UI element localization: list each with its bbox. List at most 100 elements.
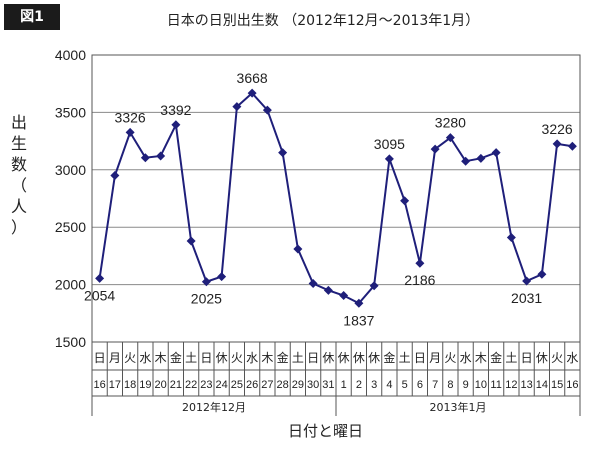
x-tick-weekday: 土 [185,351,197,365]
data-point [201,277,211,287]
x-tick-date: 5 [402,379,408,391]
data-point [369,281,379,291]
x-tick-weekday: 水 [139,351,151,365]
x-tick-date: 22 [185,379,197,391]
x-tick-weekday: 金 [170,350,182,365]
data-point [278,148,288,158]
x-tick-weekday: 土 [505,351,517,365]
x-tick-date: 20 [155,379,167,391]
data-point [384,154,394,164]
x-tick-weekday: 土 [399,351,411,365]
x-tick-date: 15 [551,379,563,391]
x-tick-weekday: 休 [368,351,380,365]
x-tick-date: 21 [170,379,182,391]
x-tick-weekday: 休 [338,351,350,365]
x-tick-date: 18 [124,379,136,391]
data-point [506,233,516,243]
y-axis-label-char: ） [10,218,27,237]
x-tick-weekday: 火 [231,351,243,365]
x-tick-weekday: 日 [307,351,319,365]
x-tick-weekday: 木 [261,351,273,365]
data-point [140,153,150,163]
x-tick-weekday: 月 [429,351,441,365]
data-point [110,171,120,181]
x-tick-date: 2 [356,379,362,391]
y-axis-label-char: 生 [10,134,27,153]
x-tick-weekday: 月 [109,351,121,365]
y-axis-label-char: 出 [10,113,27,132]
x-tick-weekday: 日 [521,351,533,365]
x-tick-date: 29 [292,379,304,391]
x-tick-weekday: 金 [383,350,395,365]
x-tick-date: 11 [490,379,501,391]
data-label: 3226 [542,121,573,137]
y-tick-label: 2000 [55,277,86,293]
data-label: 3392 [160,102,191,118]
y-axis-label-char: 人 [10,197,27,216]
data-point [522,276,532,286]
x-tick-weekday: 火 [551,351,563,365]
data-point [430,144,440,154]
x-tick-weekday: 火 [444,351,456,365]
x-tick-weekday: 休 [322,351,334,365]
data-point [339,291,349,301]
x-tick-date: 7 [432,379,438,391]
data-point [262,105,272,115]
x-tick-date: 31 [322,379,334,391]
data-point [476,153,486,163]
x-tick-weekday: 水 [566,351,578,365]
data-point [156,151,166,161]
x-tick-date: 14 [536,379,548,391]
x-tick-date: 24 [216,379,228,391]
x-tick-date: 16 [94,379,106,391]
y-tick-label: 3500 [55,104,86,120]
data-point [293,244,303,254]
data-label: 2186 [404,272,435,288]
x-tick-weekday: 水 [246,351,258,365]
plot-area [91,54,581,343]
data-point [125,127,135,137]
x-tick-date: 23 [200,379,212,391]
data-point [308,278,318,288]
x-tick-weekday: 日 [94,351,106,365]
x-tick-date: 9 [463,379,469,391]
y-tick-label: 3000 [55,162,86,178]
x-tick-weekday: 日 [200,351,212,365]
data-point [400,196,410,206]
month-group-label: 2012年12月 [182,400,246,414]
month-group-label: 2013年1月 [430,400,487,414]
data-point [537,269,547,279]
data-point [95,273,105,283]
data-point [415,258,425,268]
x-tick-weekday: 金 [277,350,289,365]
data-label: 1837 [343,312,374,328]
x-tick-weekday: 休 [216,351,228,365]
chart-title: 日本の日別出生数 （2012年12月～2013年1月） [166,13,480,29]
x-tick-weekday: 木 [155,351,167,365]
x-tick-date: 26 [246,379,258,391]
data-label: 2025 [191,291,222,307]
data-label: 3095 [374,136,405,152]
x-tick-weekday: 火 [124,351,136,365]
x-tick-date: 12 [505,379,517,391]
x-tick-weekday: 休 [536,351,548,365]
x-tick-date: 28 [277,379,289,391]
y-tick-label: 4000 [55,47,86,63]
data-point [567,141,577,151]
data-point [323,285,333,295]
x-tick-date: 16 [566,379,578,391]
data-point [552,139,562,149]
x-tick-date: 30 [307,379,319,391]
data-point [461,156,471,166]
x-tick-weekday: 水 [460,351,472,365]
x-tick-date: 19 [139,379,151,391]
data-label: 3280 [435,115,466,131]
y-tick-label: 2500 [55,219,86,235]
x-tick-date: 10 [475,379,487,391]
x-tick-date: 3 [371,379,377,391]
data-point [491,148,501,158]
x-tick-date: 27 [261,379,273,391]
data-label: 2054 [84,287,115,303]
x-tick-date: 17 [109,379,121,391]
